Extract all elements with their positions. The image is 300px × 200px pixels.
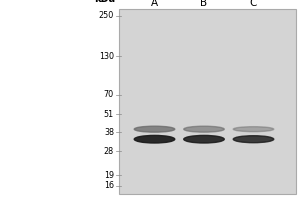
Ellipse shape: [233, 136, 274, 143]
FancyBboxPatch shape: [118, 9, 296, 194]
Text: A: A: [151, 0, 158, 8]
Text: 250: 250: [99, 11, 114, 20]
Ellipse shape: [184, 126, 224, 132]
Text: 130: 130: [99, 52, 114, 61]
Text: 70: 70: [104, 90, 114, 99]
Text: kDa: kDa: [94, 0, 116, 4]
Text: C: C: [250, 0, 257, 8]
Text: 19: 19: [104, 171, 114, 180]
Text: B: B: [200, 0, 208, 8]
Ellipse shape: [184, 135, 224, 143]
Ellipse shape: [134, 126, 175, 132]
Text: 16: 16: [104, 181, 114, 190]
Ellipse shape: [233, 127, 274, 132]
Text: 38: 38: [104, 128, 114, 137]
Text: 28: 28: [104, 147, 114, 156]
Ellipse shape: [134, 135, 175, 143]
Text: 51: 51: [104, 110, 114, 119]
